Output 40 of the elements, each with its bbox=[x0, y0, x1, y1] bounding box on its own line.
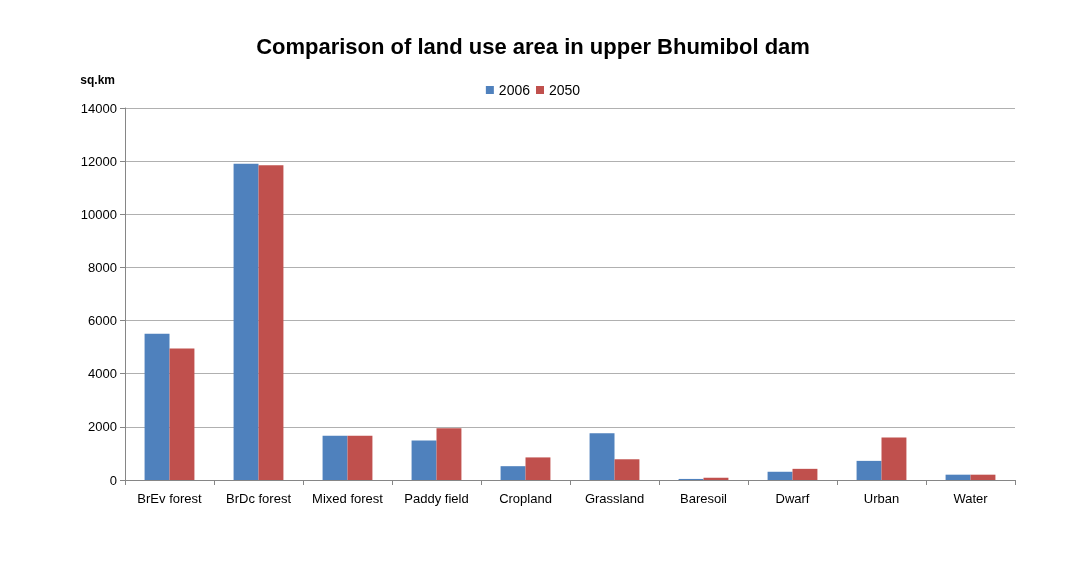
y-tick-label: 8000 bbox=[88, 259, 117, 275]
bar bbox=[589, 433, 615, 480]
bar bbox=[322, 435, 348, 480]
bar bbox=[144, 333, 170, 480]
x-tick-label: Mixed forest bbox=[312, 491, 384, 506]
legend-label: 2050 bbox=[549, 82, 581, 98]
bar bbox=[767, 471, 793, 480]
bar bbox=[970, 474, 996, 480]
legend-label: 2006 bbox=[498, 82, 531, 98]
bar bbox=[792, 468, 818, 480]
bar bbox=[525, 457, 551, 480]
x-tick-label: Water bbox=[953, 491, 989, 506]
x-tick-label: BrEv forest bbox=[137, 491, 203, 506]
y-tick-label: 6000 bbox=[88, 313, 117, 329]
y-tick-label: 10000 bbox=[80, 206, 117, 222]
y-tick-label: 12000 bbox=[80, 153, 117, 169]
bar bbox=[411, 440, 437, 480]
x-tick-label: Urban bbox=[863, 491, 900, 506]
bar bbox=[614, 459, 640, 480]
bar bbox=[233, 163, 259, 480]
bar bbox=[258, 165, 284, 480]
bar bbox=[169, 348, 195, 480]
bar bbox=[436, 428, 462, 480]
y-tick-label: 2000 bbox=[88, 419, 117, 435]
y-axis-title: sq.km bbox=[80, 73, 115, 87]
y-tick-label: 14000 bbox=[80, 100, 117, 116]
bar bbox=[945, 474, 971, 480]
chart-title: Comparison of land use area in upper Bhumibol dam bbox=[256, 33, 810, 59]
bar bbox=[500, 466, 526, 480]
x-tick-label: Cropland bbox=[499, 491, 552, 506]
x-tick-label: Grassland bbox=[584, 491, 645, 506]
x-tick-label: BrDc forest bbox=[225, 491, 292, 506]
y-tick-label: 4000 bbox=[88, 366, 117, 382]
x-tick-label: Baresoil bbox=[680, 491, 728, 506]
y-tick-label: 0 bbox=[109, 472, 117, 488]
bar bbox=[881, 437, 907, 480]
x-tick-label: Dwarf bbox=[775, 491, 810, 506]
bar bbox=[347, 435, 373, 480]
x-tick-label: Paddy field bbox=[404, 491, 469, 506]
bar bbox=[856, 460, 882, 480]
